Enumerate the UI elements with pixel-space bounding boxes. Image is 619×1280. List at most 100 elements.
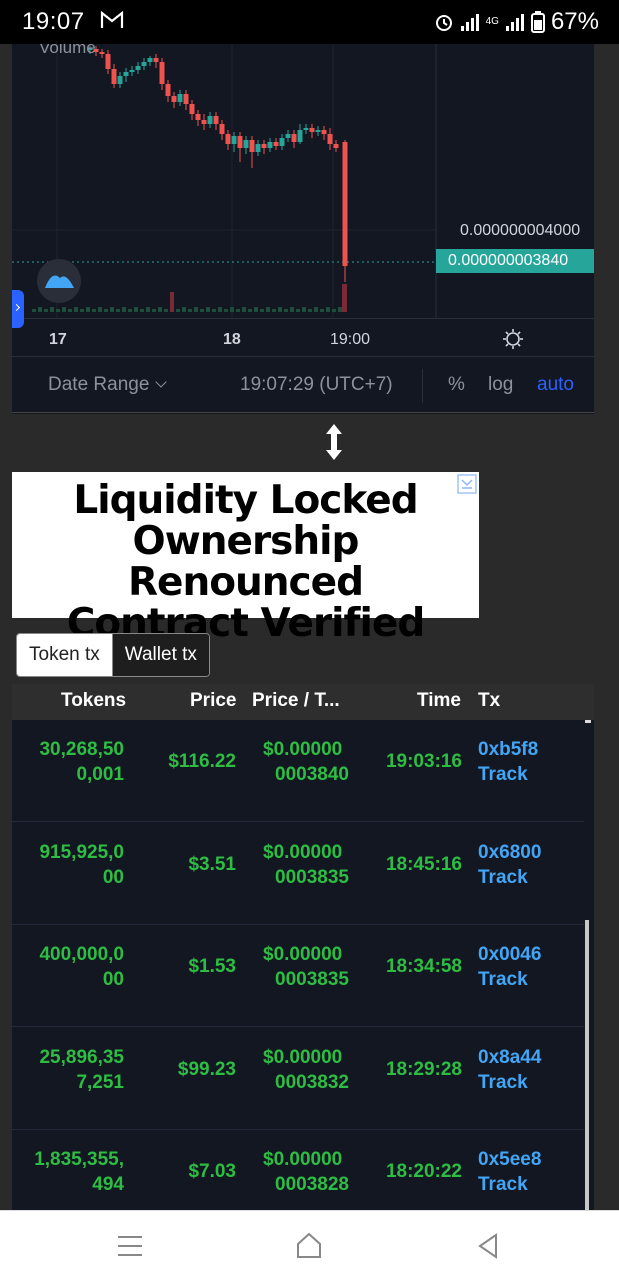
tx-hash-link[interactable]: 0x6800 bbox=[478, 841, 542, 863]
volume-bar bbox=[158, 307, 162, 312]
auto-scale-button[interactable]: auto bbox=[537, 374, 574, 395]
volume-bar bbox=[170, 292, 174, 312]
price-t-line-2: 0003835 bbox=[275, 969, 349, 990]
volume-bar bbox=[86, 307, 90, 312]
track-link[interactable]: Track bbox=[478, 969, 528, 990]
tx-hash-link[interactable]: 0x0046 bbox=[478, 944, 542, 965]
table-row[interactable]: 915,925,0 00 $3.51 $0.00000 0003835 18:45:16 0… bbox=[12, 822, 584, 925]
time-label-18: 18 bbox=[223, 331, 241, 348]
header-tokens[interactable]: Tokens bbox=[61, 690, 127, 711]
table-row[interactable]: 30,268,50 0,001 $116.22 $0.00000 0003840 19:0… bbox=[12, 720, 584, 822]
candlestick-chart[interactable] bbox=[12, 44, 594, 318]
volume-bar bbox=[236, 309, 240, 312]
header-price[interactable]: Price bbox=[190, 690, 237, 711]
cell-tx: 0xb5f8 Track bbox=[478, 737, 538, 787]
volume-bar bbox=[230, 307, 234, 312]
status-icons: 4G 67% bbox=[434, 8, 599, 36]
volume-bar bbox=[342, 284, 347, 312]
candle-body bbox=[273, 142, 279, 146]
header-price-per-token[interactable]: Price / T... bbox=[252, 690, 340, 711]
tab-token-tx[interactable]: Token tx bbox=[17, 634, 112, 676]
cell-time: 18:29:28 bbox=[385, 1058, 462, 1080]
log-scale-button[interactable]: log bbox=[488, 374, 514, 395]
volume-bar bbox=[50, 307, 54, 312]
volume-bar bbox=[134, 307, 138, 312]
track-link[interactable]: Track bbox=[478, 764, 528, 785]
track-link[interactable]: Track bbox=[478, 1174, 528, 1195]
volume-bar bbox=[284, 309, 288, 312]
cell-price-per-token: $0.00000 0003828 bbox=[263, 1147, 363, 1197]
cell-tx: 0x8a44 Track bbox=[478, 1045, 541, 1095]
home-icon[interactable] bbox=[295, 1231, 323, 1259]
tx-tabs: Token tx Wallet tx bbox=[16, 633, 210, 677]
candle-body bbox=[267, 142, 273, 148]
ad-info-icon[interactable] bbox=[457, 474, 477, 494]
cell-price: $116.22 bbox=[168, 751, 236, 772]
header-tx[interactable]: Tx bbox=[478, 690, 501, 711]
chevron-down-icon bbox=[155, 376, 168, 388]
table-row[interactable]: 400,000,0 00 $1.53 $0.00000 0003835 18:34:58 0… bbox=[12, 925, 584, 1027]
track-link[interactable]: Track bbox=[478, 1071, 528, 1093]
candle-body bbox=[153, 58, 159, 62]
table-header: Tokens Price Price / T... Time Tx bbox=[12, 684, 594, 720]
volume-bar bbox=[320, 309, 324, 312]
header-time[interactable]: Time bbox=[417, 690, 462, 711]
price-grid-label: 0.000000004000 bbox=[460, 222, 581, 239]
panel-divider bbox=[12, 412, 594, 413]
cell-tokens: 400,000,0 00 bbox=[14, 942, 124, 992]
price-t-line-2: 0003835 bbox=[275, 866, 349, 888]
candle-body bbox=[213, 116, 219, 124]
candle-body bbox=[201, 120, 207, 124]
chart-toolbar: Date Range 19:07:29 (UTC+7) % log auto bbox=[12, 356, 594, 414]
candle-body bbox=[99, 52, 105, 54]
chart-settings-icon[interactable] bbox=[502, 328, 524, 350]
volume-bar bbox=[248, 309, 252, 312]
menu-icon[interactable] bbox=[117, 1235, 143, 1257]
tokens-line-2: 0,001 bbox=[76, 764, 124, 785]
tx-table: 30,268,50 0,001 $116.22 $0.00000 0003840 19:0… bbox=[12, 720, 594, 1210]
scrollbar-top bbox=[585, 720, 591, 723]
time-axis[interactable]: 17 18 19:00 bbox=[12, 318, 594, 356]
tx-hash-link[interactable]: 0x5ee8 bbox=[478, 1149, 542, 1170]
page-content: Volume 0.000000004000 0.000000003840 17 … bbox=[0, 44, 619, 1210]
resize-vertical-icon[interactable] bbox=[322, 422, 346, 462]
volume-bar bbox=[206, 307, 210, 312]
track-link[interactable]: Track bbox=[478, 866, 528, 888]
back-icon[interactable] bbox=[477, 1233, 499, 1259]
table-row[interactable]: 25,896,35 7,251 $99.23 $0.00000 0003832 18:29… bbox=[12, 1027, 584, 1130]
candle-body bbox=[255, 144, 261, 152]
ad-banner[interactable]: Liquidity Locked Ownership Renounced Con… bbox=[12, 472, 479, 644]
volume-bar bbox=[74, 307, 78, 312]
cell-tokens: 1,835,355, 494 bbox=[14, 1147, 124, 1197]
price-chart[interactable]: Volume 0.000000004000 0.000000003840 17 … bbox=[12, 44, 594, 414]
volume-bar bbox=[140, 309, 144, 312]
price-t-line-2: 0003840 bbox=[275, 764, 349, 785]
price-t-line-1: $0.00000 bbox=[263, 739, 343, 760]
cell-tx: 0x6800 Track bbox=[478, 840, 541, 890]
percent-scale-button[interactable]: % bbox=[448, 374, 465, 395]
tokens-line-1: 400,000,0 bbox=[39, 944, 124, 965]
volume-bar bbox=[326, 307, 330, 312]
cell-time: 18:45:16 bbox=[385, 853, 462, 875]
cell-time: 18:20:22 bbox=[385, 1161, 462, 1182]
volume-bar bbox=[116, 309, 120, 312]
volume-bar bbox=[80, 309, 84, 312]
ad-line-2: Ownership Renounced bbox=[127, 519, 364, 605]
tab-wallet-tx[interactable]: Wallet tx bbox=[111, 634, 209, 676]
table-row[interactable]: 1,835,355, 494 $7.03 $0.00000 0003828 18:20:2… bbox=[12, 1130, 584, 1210]
candle-body bbox=[93, 49, 99, 52]
candle-body bbox=[279, 138, 285, 146]
cell-tx: 0x5ee8 Track bbox=[478, 1147, 541, 1197]
tx-hash-link[interactable]: 0xb5f8 bbox=[478, 739, 539, 760]
candle-body bbox=[291, 134, 297, 142]
tx-hash-link[interactable]: 0x8a44 bbox=[478, 1046, 542, 1068]
volume-bar bbox=[194, 307, 198, 312]
candle-body bbox=[129, 70, 135, 72]
volume-bar bbox=[290, 307, 294, 312]
scrollbar-thumb[interactable] bbox=[585, 920, 589, 1210]
price-t-line-1: $0.00000 bbox=[263, 1046, 343, 1068]
date-range-button[interactable]: Date Range bbox=[48, 374, 168, 396]
side-panel-handle[interactable] bbox=[12, 290, 24, 328]
candle-body bbox=[237, 136, 243, 148]
volume-bar bbox=[44, 309, 48, 312]
